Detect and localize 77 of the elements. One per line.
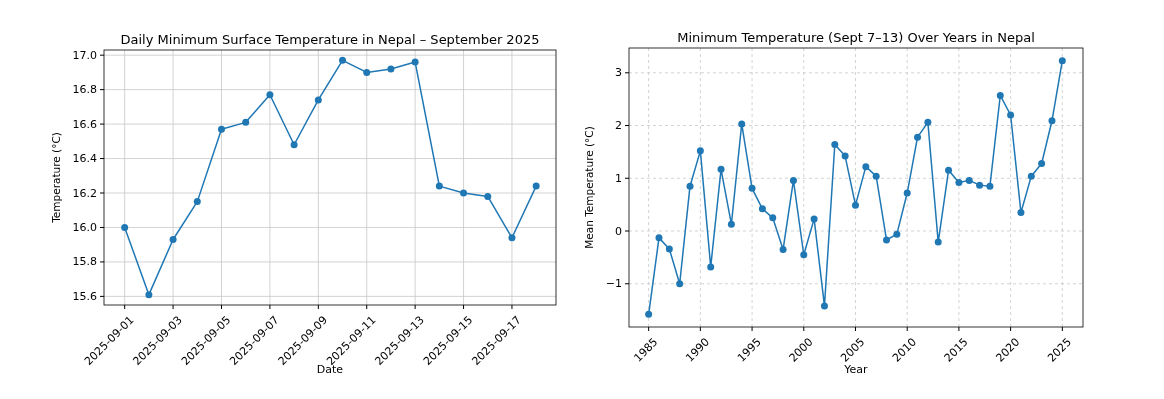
point	[851, 201, 859, 209]
point	[965, 176, 973, 184]
point	[820, 302, 828, 310]
y-tick-label: 17.0	[72, 48, 97, 62]
point	[810, 215, 818, 223]
point	[779, 245, 787, 253]
point	[1058, 57, 1066, 65]
point	[945, 166, 953, 174]
point	[707, 263, 715, 271]
y-tick-label: 0	[615, 224, 622, 238]
point	[435, 182, 443, 190]
point	[665, 245, 673, 253]
x-axis-title: Year	[843, 363, 869, 376]
y-tick-label: 3	[615, 66, 622, 80]
point	[121, 223, 129, 231]
point	[738, 120, 746, 128]
point	[363, 68, 371, 76]
point	[387, 65, 395, 73]
point	[1007, 111, 1015, 119]
point	[1017, 209, 1025, 217]
point	[862, 163, 870, 171]
point	[758, 205, 766, 213]
point	[266, 91, 274, 99]
point	[1048, 117, 1056, 125]
y-tick-label: 16.4	[72, 152, 97, 166]
point	[676, 280, 684, 288]
point	[769, 214, 777, 222]
point	[411, 58, 419, 66]
point	[460, 189, 468, 197]
chart-title: Daily Minimum Surface Temperature in Nepal – September 2025	[120, 32, 540, 47]
point	[1038, 160, 1046, 167]
point	[955, 178, 963, 186]
point	[242, 118, 250, 126]
point	[914, 133, 922, 141]
point	[727, 220, 735, 228]
point	[883, 236, 891, 244]
point	[218, 125, 225, 133]
y-tick-label: 16.0	[72, 220, 97, 234]
point	[976, 181, 984, 189]
y-tick-label: 16.2	[72, 186, 97, 200]
point	[645, 310, 653, 318]
point	[872, 172, 880, 180]
point	[800, 251, 808, 259]
y-tick-label: 15.8	[72, 255, 97, 269]
point	[169, 236, 177, 244]
y-tick-label: −1	[605, 277, 622, 291]
point	[339, 56, 347, 64]
point	[314, 96, 322, 104]
point	[789, 176, 797, 184]
point	[934, 238, 942, 246]
point	[924, 118, 932, 126]
point	[290, 141, 298, 149]
point	[193, 198, 201, 206]
point	[996, 91, 1004, 99]
point	[903, 189, 911, 197]
point	[986, 182, 994, 190]
point	[145, 291, 153, 299]
point	[686, 182, 694, 190]
y-axis-title: Mean Temperature (°C)	[583, 126, 595, 249]
y-tick-label: 2	[615, 119, 622, 133]
point	[831, 141, 839, 149]
point	[655, 234, 663, 242]
chart-title: Minimum Temperature (Sept 7–13) Over Years in Nepal	[677, 30, 1035, 45]
point	[717, 165, 725, 173]
point	[508, 234, 516, 242]
y-tick-label: 15.6	[72, 289, 97, 303]
point	[532, 182, 540, 190]
point	[748, 184, 756, 192]
point	[1027, 172, 1035, 180]
y-tick-label: 16.6	[72, 117, 97, 131]
y-axis-title: Temperature (°C)	[50, 132, 62, 224]
point	[841, 152, 849, 160]
point	[696, 147, 704, 155]
point	[893, 230, 901, 238]
y-tick-label: 1	[615, 171, 622, 185]
y-tick-label: 16.8	[72, 83, 97, 97]
point	[484, 192, 492, 200]
